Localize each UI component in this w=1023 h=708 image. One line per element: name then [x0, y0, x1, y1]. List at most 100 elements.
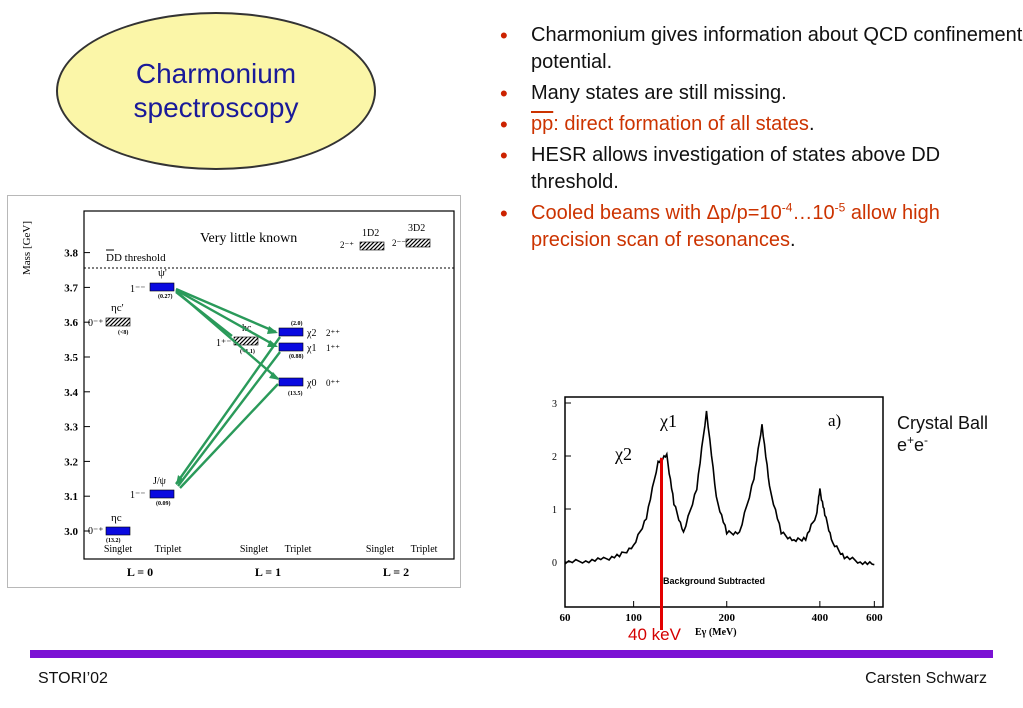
- state-hc-jpc: 1⁺⁻: [216, 338, 232, 349]
- spectrum-y-ticks: 3 2 1 0: [552, 399, 571, 569]
- state-eta-c-prime-width: (<8): [118, 329, 128, 336]
- y-tick-label: 3.4: [64, 387, 78, 399]
- arrow-head: [176, 475, 184, 485]
- spectrum-panel-label: a): [828, 411, 841, 430]
- bullet-item: HESR allows investigation of states abov…: [498, 142, 1023, 196]
- radiative-transitions: [175, 287, 281, 489]
- state-eta-c-jpc: 0⁻⁺: [88, 526, 104, 537]
- state-1d2: [359, 241, 385, 251]
- bullet-item: Many states are still missing.: [498, 80, 1023, 107]
- spectrum-line: [564, 410, 875, 566]
- crystal-ball-label: Crystal Ball e+e-: [897, 413, 989, 455]
- state-jpsi: [149, 489, 175, 499]
- column-label: Singlet: [240, 544, 269, 555]
- state-chi-c0: [278, 377, 304, 387]
- transition-arrow: [175, 288, 277, 348]
- level-diagram-svg: Mass [GeV] 3.8 3.7 3.6 3.5 3.4 3.3 3.2 3.1 3.0 D…: [21, 210, 455, 579]
- very-little-known-label: Very little known: [200, 231, 297, 246]
- state-eta-c-prime-jpc: 0⁻⁺: [88, 318, 104, 329]
- state-chi-c0-width: (13.5): [288, 390, 303, 397]
- transition-arrow: [175, 287, 277, 334]
- transition-arrow: [177, 351, 281, 487]
- spectrum-xlabel: Eγ (MeV): [695, 627, 737, 638]
- state-chi-c1-width: (0.88): [289, 353, 304, 360]
- spec-x-tick-label: 60: [560, 612, 572, 624]
- y-tick-label: 3.5: [64, 352, 78, 364]
- state-chi-c0-jpc: 0⁺⁺: [326, 378, 340, 388]
- spectrum-svg: 3 2 1 0 60 100 200 400 600 a) χ1 χ2 Background …: [552, 396, 884, 638]
- spectrum-frame: [564, 396, 884, 608]
- y-tick-label: 3.6: [64, 317, 78, 329]
- transition-arrow: [175, 291, 233, 337]
- transition-arrow: [179, 383, 279, 489]
- column-label: Triplet: [411, 544, 438, 555]
- background-subtracted-label: Background Subtracted: [663, 576, 765, 586]
- bullet-list: Charmonium gives information about QCD c…: [498, 22, 1023, 258]
- diagram-ylabel: Mass [GeV]: [21, 221, 33, 275]
- slide-title: Charmonium spectroscopy: [56, 12, 376, 170]
- spec-x-tick-label: 100: [625, 612, 642, 624]
- diagram-column-labels: Singlet Triplet Singlet Triplet Singlet Tripl…: [104, 544, 438, 555]
- column-label: Triplet: [285, 544, 312, 555]
- spec-x-tick-label: 600: [866, 612, 883, 624]
- state-psi-prime-jpc: 1⁻⁻: [130, 284, 146, 295]
- state-chi-c0-label: χ0: [306, 378, 316, 389]
- ee-label: e+e-: [897, 433, 929, 455]
- spec-x-tick-label: 200: [718, 612, 735, 624]
- spec-y-tick-label: 0: [552, 558, 557, 569]
- column-label: Triplet: [155, 544, 182, 555]
- column-label: Singlet: [366, 544, 395, 555]
- y-tick-label: 3.2: [64, 456, 78, 468]
- dd-threshold-label: DD threshold: [106, 252, 166, 264]
- state-1d2-jpc: 2⁻⁺: [340, 240, 354, 250]
- chi-c1-peak-label: χ1: [659, 411, 677, 431]
- title-line-2: spectroscopy: [133, 92, 299, 123]
- state-psi-prime-width: (0.27): [158, 293, 173, 300]
- footer-left: STORI’02: [38, 670, 108, 687]
- charmonium-level-diagram: Mass [GeV] 3.8 3.7 3.6 3.5 3.4 3.3 3.2 3.1 3.0 D…: [7, 195, 461, 588]
- bullet-item: Cooled beams with Δp/p=10-4…10-5 allow h…: [498, 200, 1023, 254]
- state-eta-c-label: ηc: [111, 512, 122, 524]
- transition-arrow: [175, 336, 281, 485]
- spec-x-tick-label: 400: [812, 612, 829, 624]
- bullet-item: pp: direct formation of all states.: [498, 111, 1023, 138]
- state-3d2-jpc: 2⁻⁻: [392, 238, 406, 248]
- y-tick-label: 3.1: [64, 491, 78, 503]
- state-1d2-label: 1D2: [362, 228, 379, 239]
- state-chi-c2-jpc: 2⁺⁺: [326, 328, 340, 338]
- state-eta-c-prime: [105, 317, 131, 327]
- arrow-head: [269, 372, 280, 380]
- spec-y-tick-label: 1: [552, 505, 557, 516]
- state-psi-prime: [149, 282, 175, 292]
- spectrum-x-ticks: 60 100 200 400 600: [560, 601, 883, 624]
- resolution-marker: [660, 458, 663, 630]
- spec-y-tick-label: 3: [552, 399, 557, 410]
- state-psi-prime-label: ψ': [158, 267, 167, 279]
- y-tick-label: 3.3: [64, 422, 78, 434]
- title-line-1: Charmonium: [135, 58, 297, 89]
- arrow-head: [267, 326, 278, 334]
- state-eta-c: [105, 526, 131, 536]
- resolution-label: 40 keV: [628, 625, 681, 644]
- pp-symbol: pp: [531, 113, 554, 135]
- state-chi-c2: [278, 327, 304, 337]
- l2-label: L = 2: [383, 565, 409, 579]
- state-chi-c1: [278, 342, 304, 352]
- state-3d2-label: 3D2: [408, 223, 425, 234]
- bullet-item: Charmonium gives information about QCD c…: [498, 22, 1023, 76]
- state-jpsi-width: (0.09): [156, 500, 171, 507]
- chi-c2-peak-label: χ2: [614, 444, 632, 464]
- state-eta-c-prime-label: ηc': [111, 302, 124, 314]
- state-chi-c1-jpc: 1⁺⁺: [326, 343, 340, 353]
- y-tick-label: 3.7: [64, 282, 78, 294]
- state-jpsi-jpc: 1⁻⁻: [130, 490, 146, 501]
- footer-right: Carsten Schwarz: [865, 670, 987, 687]
- footer-divider: [30, 650, 993, 658]
- state-eta-c-width: (13.2): [106, 537, 121, 544]
- column-label: Singlet: [104, 544, 133, 555]
- arrow-heads: [176, 326, 280, 485]
- arrow-head: [267, 340, 278, 347]
- diagram-y-ticks: 3.8 3.7 3.6 3.5 3.4 3.3 3.2 3.1 3.0: [64, 248, 90, 538]
- l0-label: L = 0: [127, 565, 153, 579]
- state-jpsi-label: J/ψ: [153, 476, 167, 487]
